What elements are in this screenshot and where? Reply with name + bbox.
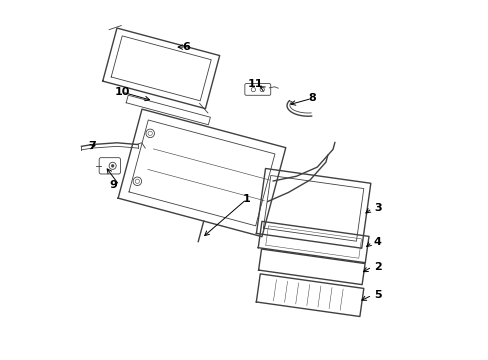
Text: 2: 2 <box>373 262 381 272</box>
Circle shape <box>111 165 114 167</box>
Text: 3: 3 <box>373 203 381 213</box>
FancyBboxPatch shape <box>99 158 120 174</box>
Text: 11: 11 <box>247 79 263 89</box>
FancyBboxPatch shape <box>244 84 270 95</box>
Text: 4: 4 <box>373 237 381 247</box>
Text: 6: 6 <box>182 42 189 52</box>
Text: 9: 9 <box>109 180 117 190</box>
Text: 7: 7 <box>88 141 96 151</box>
Text: 1: 1 <box>242 194 250 204</box>
Text: 5: 5 <box>373 290 381 300</box>
Text: 10: 10 <box>114 87 130 97</box>
Text: 8: 8 <box>307 94 315 103</box>
